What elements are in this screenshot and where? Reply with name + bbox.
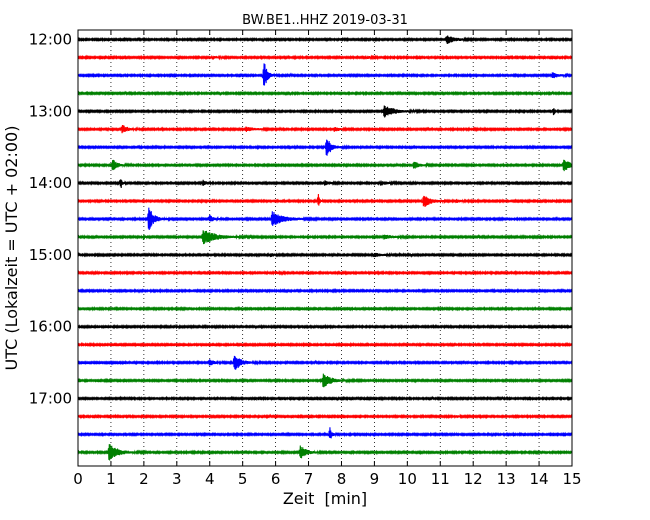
- trace-line: [77, 179, 573, 188]
- x-tick-label: 1: [106, 470, 116, 488]
- trace-line: [77, 125, 573, 134]
- x-tick-label: 5: [238, 470, 248, 488]
- trace-line: [77, 269, 573, 276]
- trace-line: [77, 105, 573, 118]
- trace-line: [77, 193, 573, 207]
- x-tick-label: 7: [304, 470, 314, 488]
- x-tick-label: 3: [172, 470, 182, 488]
- plot-frame: [77, 29, 573, 467]
- chart-title: BW.BE1..HHZ 2019-03-31: [242, 13, 408, 28]
- x-tick-label: 2: [139, 470, 149, 488]
- trace-lines: [77, 35, 573, 461]
- x-tick-label: 4: [205, 470, 215, 488]
- trace-line: [77, 427, 573, 439]
- trace-line: [77, 395, 573, 402]
- trace-line: [77, 305, 573, 312]
- x-tick-label: 12: [464, 470, 483, 488]
- trace-line: [77, 287, 573, 294]
- trace-line: [77, 90, 573, 97]
- x-tick-label: 11: [431, 470, 450, 488]
- trace-line: [77, 251, 573, 258]
- x-axis-title: Zeit [min]: [283, 489, 367, 508]
- y-tick-label: 14:00: [29, 174, 72, 192]
- x-tick-label: 15: [562, 470, 581, 488]
- grid-lines: [110, 30, 540, 466]
- x-tick-label: 10: [398, 470, 417, 488]
- trace-line: [77, 355, 573, 370]
- trace-line: [77, 444, 573, 461]
- trace-line: [77, 159, 573, 172]
- x-tick-label: 14: [530, 470, 549, 488]
- trace-line: [77, 230, 573, 245]
- x-axis: 0 1 2 3 4 5 6 7 8 9 10 11 12 13 14 15: [73, 30, 582, 488]
- trace-line: [77, 373, 573, 388]
- x-tick-label: 8: [337, 470, 347, 488]
- y-tick-label: 15:00: [29, 246, 72, 264]
- y-tick-label: 12:00: [29, 31, 72, 49]
- trace-line: [77, 341, 573, 348]
- trace-line: [77, 54, 573, 61]
- trace-line: [77, 207, 573, 231]
- x-tick-label: 9: [370, 470, 380, 488]
- y-axis: 12:00 13:00 14:00 15:00 16:00 17:00: [29, 31, 572, 408]
- x-tick-label: 13: [497, 470, 516, 488]
- y-tick-label: 16:00: [29, 318, 72, 336]
- trace-line: [77, 139, 573, 156]
- trace-line: [77, 323, 573, 330]
- y-axis-title: UTC (Lokalzeit = UTC + 02:00): [2, 126, 21, 371]
- x-tick-label: 6: [271, 470, 281, 488]
- trace-line: [77, 413, 573, 420]
- y-tick-label: 13:00: [29, 102, 72, 120]
- trace-line: [77, 35, 573, 45]
- y-tick-label: 17:00: [29, 390, 72, 408]
- x-tick-label: 0: [73, 470, 83, 488]
- trace-line: [77, 63, 573, 86]
